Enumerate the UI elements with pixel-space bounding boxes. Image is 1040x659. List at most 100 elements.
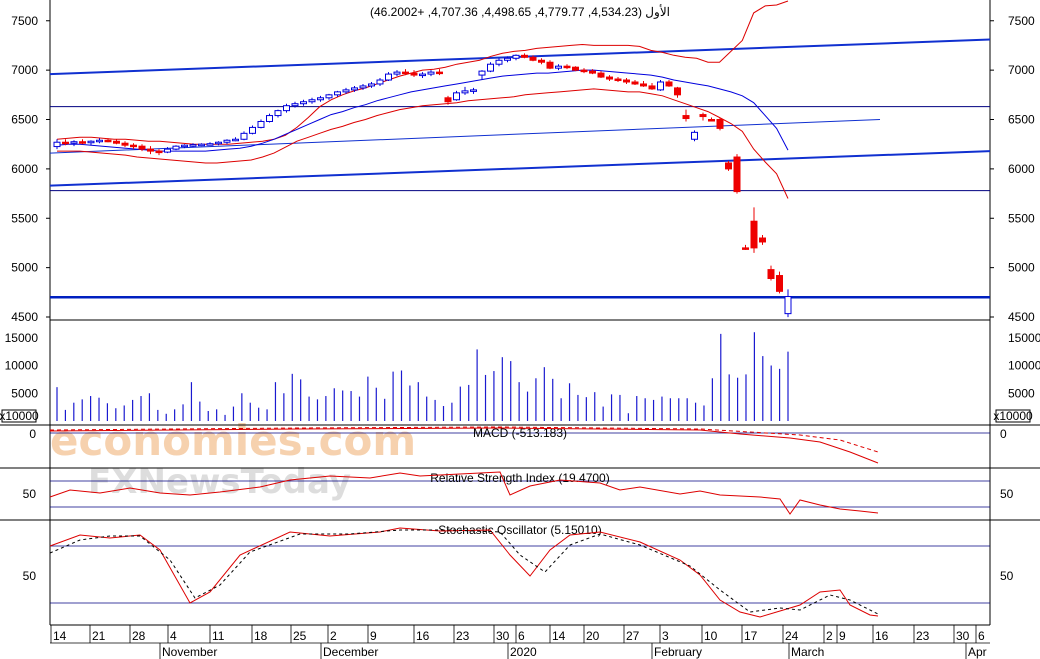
x-tick-label: 2 bbox=[330, 629, 337, 643]
stochastic-k-line bbox=[49, 527, 879, 618]
candle-body bbox=[597, 72, 605, 78]
candle-body bbox=[657, 81, 664, 91]
candle-body bbox=[648, 85, 656, 90]
candle-body bbox=[589, 70, 596, 74]
candle-body bbox=[521, 54, 528, 58]
candle-body bbox=[164, 148, 171, 153]
watermark-economies: economies.com bbox=[50, 416, 416, 465]
candle-body bbox=[351, 87, 358, 91]
candle-body bbox=[427, 71, 435, 75]
price-tick-label: 5500 bbox=[1008, 211, 1035, 225]
stochastic-label: Stochastic Oscillator (5.15010) bbox=[438, 523, 601, 537]
candle-body bbox=[359, 85, 367, 89]
x-tick-label: 25 bbox=[293, 629, 307, 643]
candle-body bbox=[240, 132, 248, 140]
trend-line-upper bbox=[49, 38, 991, 76]
candle-body bbox=[538, 59, 545, 63]
candle-body bbox=[308, 99, 316, 103]
price-tick-label: 5500 bbox=[11, 211, 38, 225]
candle-body bbox=[274, 110, 282, 117]
volume-unit-right: x10000 bbox=[993, 409, 1033, 423]
candle-body bbox=[181, 144, 188, 148]
rsi-label: Relative Strength Index (19.4700) bbox=[430, 471, 609, 485]
volume-tick-label: 5000 bbox=[1008, 386, 1035, 400]
candle-body bbox=[62, 141, 69, 145]
candle-body bbox=[342, 89, 350, 93]
candle-body bbox=[436, 71, 443, 75]
stochastic-panel: 50 50 Stochastic Oscillator (5.15010) bbox=[23, 523, 1014, 618]
month-label: 2020 bbox=[510, 645, 537, 659]
candle-body bbox=[130, 144, 137, 148]
macd-line bbox=[49, 427, 879, 464]
candle-body bbox=[87, 140, 95, 144]
candle-body bbox=[580, 69, 588, 73]
x-tick-label: 6 bbox=[518, 629, 525, 643]
month-label: December bbox=[323, 645, 378, 659]
candle-body bbox=[470, 89, 477, 92]
macd-tick-right: 0 bbox=[1000, 427, 1007, 441]
candle-body bbox=[232, 138, 239, 142]
price-tick-label: 6000 bbox=[1008, 162, 1035, 176]
volume-tick-label: 10000 bbox=[5, 359, 39, 373]
x-tick-label: 3 bbox=[662, 629, 669, 643]
price-tick-label: 4500 bbox=[1008, 310, 1035, 324]
bollinger-middle bbox=[56, 69, 789, 152]
candle-body bbox=[606, 76, 613, 80]
candle-body bbox=[682, 115, 690, 120]
candle-body bbox=[572, 66, 579, 71]
candle-body bbox=[555, 65, 562, 69]
price-tick-label: 5000 bbox=[1008, 261, 1035, 275]
candle-body bbox=[512, 54, 520, 59]
candle-body bbox=[283, 105, 290, 112]
x-tick-label: 9 bbox=[839, 629, 846, 643]
candle-body bbox=[410, 72, 418, 76]
candle-body bbox=[419, 73, 426, 77]
x-tick-label: 6 bbox=[978, 629, 985, 643]
rsi-panel: 50 50 Relative Strength Index (19.4700) bbox=[23, 471, 1014, 515]
candle-body bbox=[495, 59, 503, 65]
candle-body bbox=[104, 139, 112, 143]
candle-body bbox=[121, 142, 129, 146]
candle-body bbox=[750, 220, 758, 249]
price-tick-label: 6500 bbox=[11, 113, 38, 127]
x-tick-label: 9 bbox=[370, 629, 377, 643]
candle-body bbox=[385, 73, 392, 81]
candle-body bbox=[79, 141, 86, 144]
volume-tick-label: 15000 bbox=[1008, 331, 1040, 345]
price-tick-label: 7500 bbox=[11, 14, 38, 28]
candle-body bbox=[96, 139, 103, 143]
bollinger-lower bbox=[57, 88, 789, 199]
x-tick-label: 24 bbox=[785, 629, 799, 643]
x-tick-label: 27 bbox=[626, 629, 640, 643]
candle-body bbox=[631, 81, 639, 85]
volume-tick-label: 15000 bbox=[5, 331, 39, 345]
candle-body bbox=[189, 144, 197, 147]
candle-body bbox=[266, 115, 273, 122]
volume-tick-label: 10000 bbox=[1008, 359, 1040, 373]
candle-body bbox=[614, 78, 622, 82]
candle-body bbox=[215, 141, 222, 145]
price-panel: الأول (4,534.23, 4,779.77, 4,498.65, 4,7… bbox=[0, 0, 1040, 626]
price-tick-label: 7000 bbox=[11, 63, 38, 77]
candle-body bbox=[487, 63, 494, 72]
candle-body bbox=[249, 126, 256, 134]
x-tick-label: 16 bbox=[416, 629, 430, 643]
candle-body bbox=[317, 97, 324, 101]
candle-body bbox=[623, 79, 630, 83]
candle-body bbox=[393, 71, 401, 75]
candle-body bbox=[478, 70, 486, 76]
price-tick-label: 6000 bbox=[11, 162, 38, 176]
candle-body bbox=[402, 71, 409, 75]
x-tick-label: 11 bbox=[212, 629, 225, 643]
x-tick-label: 28 bbox=[132, 629, 146, 643]
candle-body bbox=[198, 143, 205, 147]
stochastic-d-line bbox=[49, 529, 879, 615]
candle-body bbox=[147, 148, 154, 152]
candle-body bbox=[546, 61, 554, 69]
candle-body bbox=[767, 269, 775, 279]
bollinger-upper bbox=[56, 0, 789, 145]
x-tick-label: 16 bbox=[875, 629, 889, 643]
rsi-tick-left: 50 bbox=[23, 487, 37, 501]
macd-signal-line bbox=[49, 426, 879, 453]
